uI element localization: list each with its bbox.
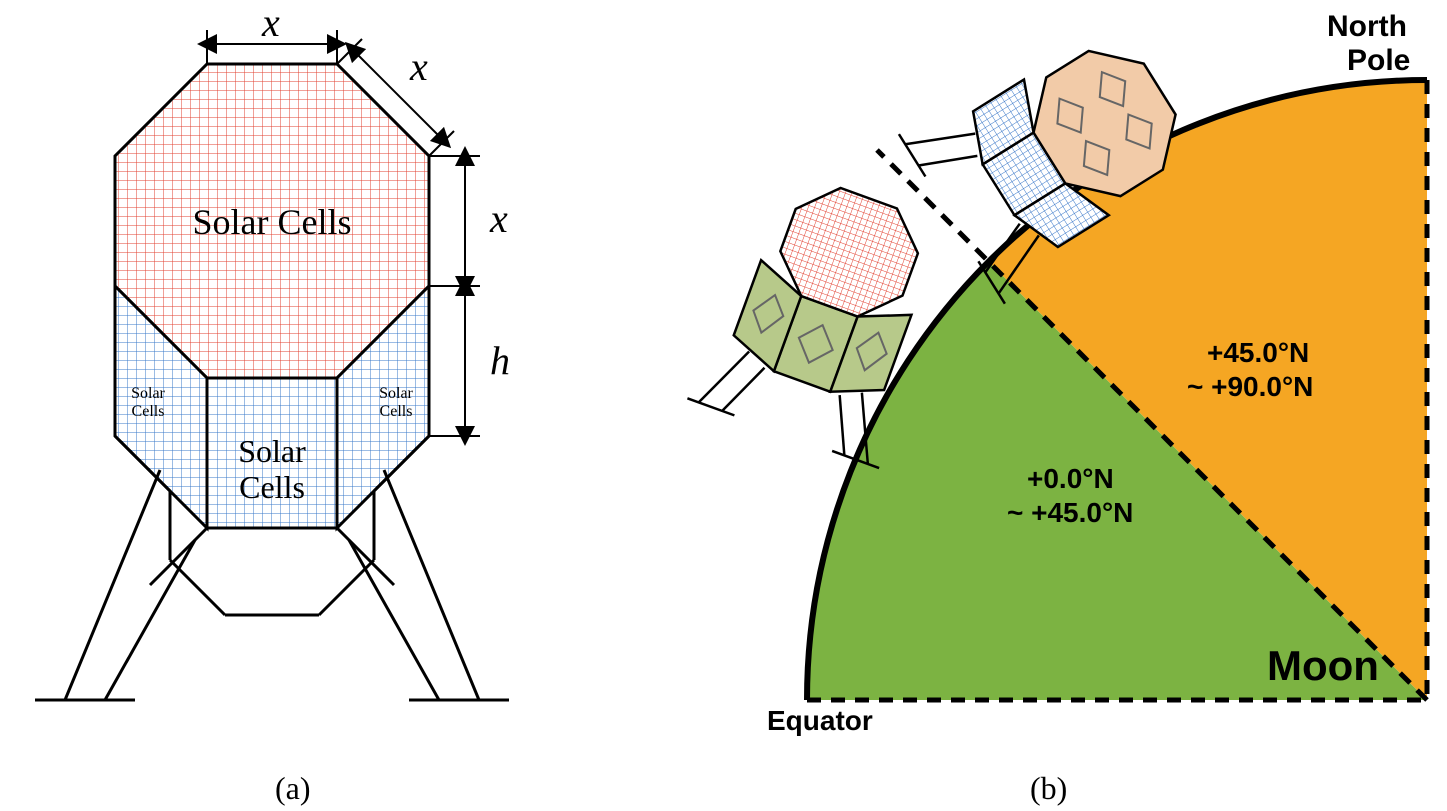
right-solar-l2: Cells (380, 403, 413, 420)
low-region-l2: ~ +45.0°N (1007, 497, 1133, 528)
center-solar-l1: Solar (238, 433, 306, 469)
northpole-l1: North (1327, 10, 1407, 43)
northpole-l2: Pole (1347, 44, 1410, 77)
high-region-l2: ~ +90.0°N (1187, 371, 1313, 402)
figure-canvas: x x x h Solar Cells Solar Cells Solar Ce… (0, 0, 1447, 811)
left-solar-l2: Cells (132, 403, 165, 420)
panel-b-sublabel: (b) (1030, 770, 1067, 807)
panel-a-svg: x x x h Solar Cells Solar Cells Solar Ce… (10, 0, 630, 770)
moon-label: Moon (1267, 642, 1379, 689)
panel-a-sublabel: (a) (275, 770, 311, 807)
top-solar-cells-label: Solar Cells (193, 202, 352, 242)
panel-b-svg: +0.0°N ~ +45.0°N +45.0°N ~ +90.0°N Moon … (647, 0, 1447, 770)
dim-x-top: x (261, 0, 280, 45)
low-region-l1: +0.0°N (1027, 463, 1114, 494)
center-solar-l2: Cells (239, 469, 305, 505)
equator-label: Equator (767, 705, 873, 736)
left-solar-l1: Solar (131, 385, 165, 402)
dim-x-diag: x (409, 44, 428, 89)
dim-x-right: x (489, 196, 508, 241)
right-solar-l1: Solar (379, 385, 413, 402)
dim-h-right: h (490, 338, 510, 383)
high-region-l1: +45.0°N (1207, 337, 1309, 368)
